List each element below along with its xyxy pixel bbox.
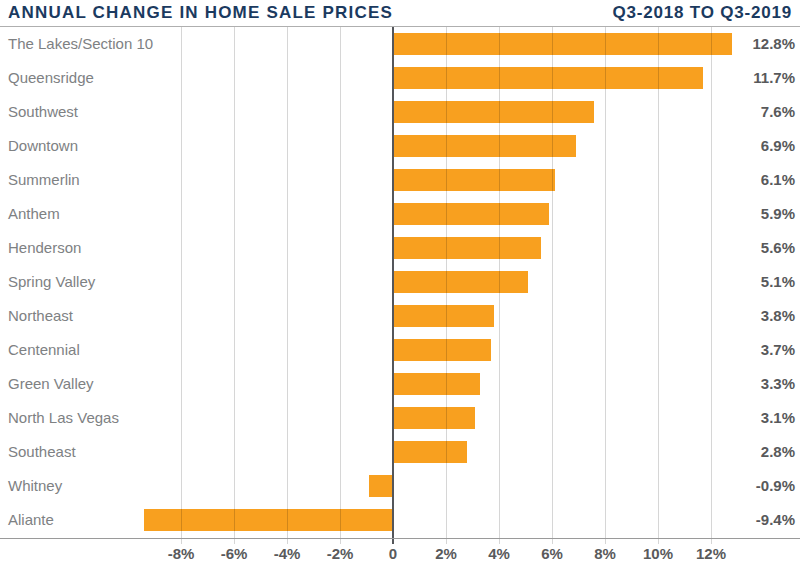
x-tick-label: 4% (488, 545, 510, 562)
x-tick-label: 0 (389, 545, 397, 562)
x-tick-label: 2% (435, 545, 457, 562)
value-label: 3.8% (761, 299, 795, 333)
x-tick-label: -4% (274, 545, 301, 562)
category-label: Southeast (8, 435, 76, 469)
category-label: Aliante (8, 503, 54, 537)
gridline (446, 27, 447, 544)
bar (393, 237, 541, 259)
bar (393, 339, 491, 361)
bar (393, 101, 594, 123)
bar-row: Henderson 5.6% (0, 231, 800, 265)
bar (393, 407, 475, 429)
bar (393, 373, 480, 395)
gridline (711, 27, 712, 544)
bar-row: Whitney -0.9% (0, 469, 800, 503)
gridline (499, 27, 500, 544)
bar-row: North Las Vegas 3.1% (0, 401, 800, 435)
bar-row: Downtown 6.9% (0, 129, 800, 163)
value-label: 6.9% (761, 129, 795, 163)
value-label: -0.9% (756, 469, 795, 503)
category-label: Downtown (8, 129, 78, 163)
chart-period: Q3-2018 TO Q3-2019 (613, 3, 792, 23)
value-label: 3.7% (761, 333, 795, 367)
value-label: 5.9% (761, 197, 795, 231)
x-tick-label: -6% (221, 545, 248, 562)
chart-title: ANNUAL CHANGE IN HOME SALE PRICES (8, 3, 393, 23)
bar (393, 305, 494, 327)
category-label: Northeast (8, 299, 73, 333)
value-label: 3.1% (761, 401, 795, 435)
x-axis-line (0, 538, 800, 539)
category-label: Summerlin (8, 163, 80, 197)
value-label: 5.6% (761, 231, 795, 265)
category-label: The Lakes/Section 10 (8, 27, 153, 61)
gridline (287, 27, 288, 544)
x-tick-label: 12% (696, 545, 726, 562)
bar-row: Aliante -9.4% (0, 503, 800, 537)
value-label: 3.3% (761, 367, 795, 401)
gridline (552, 27, 553, 544)
chart-canvas: ANNUAL CHANGE IN HOME SALE PRICES Q3-201… (0, 0, 800, 579)
bar (393, 169, 555, 191)
bar-row: The Lakes/Section 10 12.8% (0, 27, 800, 61)
bar (393, 67, 703, 89)
category-label: Queensridge (8, 61, 94, 95)
bar (393, 271, 528, 293)
x-tick-label: -2% (327, 545, 354, 562)
bar-row: Anthem 5.9% (0, 197, 800, 231)
category-label: Southwest (8, 95, 78, 129)
value-label: -9.4% (756, 503, 795, 537)
bar (393, 135, 576, 157)
bar-row: Spring Valley 5.1% (0, 265, 800, 299)
x-tick-label: -8% (168, 545, 195, 562)
bar-row: Queensridge 11.7% (0, 61, 800, 95)
value-label: 5.1% (761, 265, 795, 299)
zero-baseline (392, 27, 394, 544)
value-label: 12.8% (752, 27, 795, 61)
category-label: Whitney (8, 469, 62, 503)
bar (369, 475, 393, 497)
x-tick-label: 6% (541, 545, 563, 562)
bar-row: Southwest 7.6% (0, 95, 800, 129)
value-label: 11.7% (753, 61, 795, 95)
bar (393, 203, 549, 225)
x-axis: -8% -6% -4% -2% 0 2% 4% 6% 8% 10% 12% (0, 543, 800, 567)
gridline (181, 27, 182, 544)
category-label: North Las Vegas (8, 401, 119, 435)
value-label: 7.6% (761, 95, 795, 129)
category-label: Green Valley (8, 367, 94, 401)
category-label: Centennial (8, 333, 80, 367)
bar (393, 441, 467, 463)
bar-row: Northeast 3.8% (0, 299, 800, 333)
bar-row: Southeast 2.8% (0, 435, 800, 469)
bar (393, 33, 732, 55)
category-label: Anthem (8, 197, 60, 231)
gridline (340, 27, 341, 544)
x-tick-label: 8% (594, 545, 616, 562)
bar-row: Green Valley 3.3% (0, 367, 800, 401)
bar-row: Summerlin 6.1% (0, 163, 800, 197)
value-label: 2.8% (761, 435, 795, 469)
value-label: 6.1% (761, 163, 795, 197)
bar-row: Centennial 3.7% (0, 333, 800, 367)
gridline (605, 27, 606, 544)
gridline (658, 27, 659, 544)
category-label: Henderson (8, 231, 81, 265)
category-label: Spring Valley (8, 265, 95, 299)
plot-area: The Lakes/Section 10 12.8% Queensridge 11.7… (0, 27, 800, 538)
gridline (234, 27, 235, 544)
x-tick-label: 10% (643, 545, 673, 562)
